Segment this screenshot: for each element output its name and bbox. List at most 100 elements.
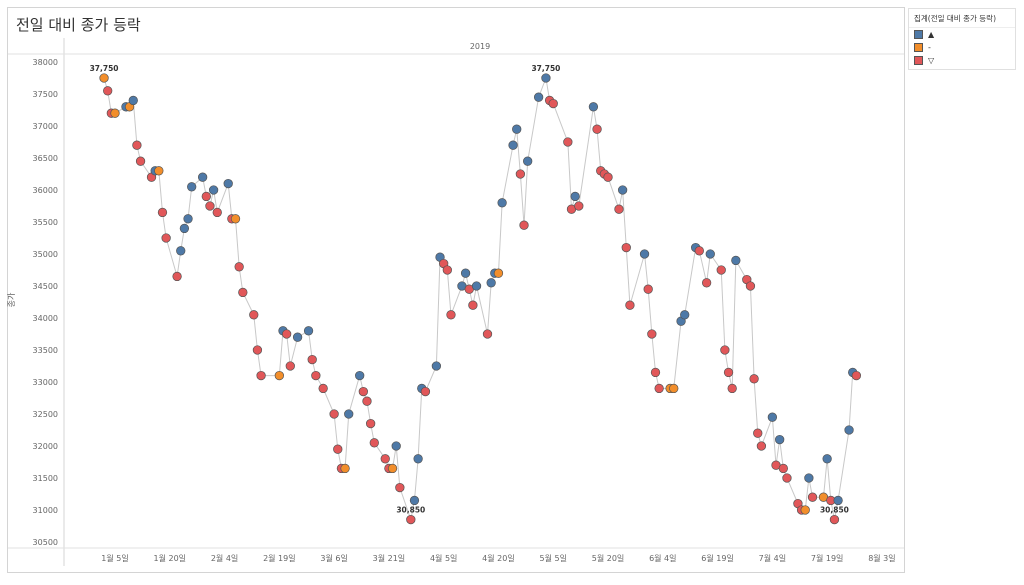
data-point-down[interactable] <box>643 284 653 294</box>
data-point-up[interactable] <box>588 102 599 112</box>
data-point-down[interactable] <box>238 287 248 298</box>
data-point-same[interactable] <box>154 166 164 176</box>
data-point-same[interactable] <box>230 214 241 224</box>
data-point-up[interactable] <box>523 156 533 166</box>
data-point-up[interactable] <box>570 191 580 202</box>
data-point-down[interactable] <box>395 482 405 493</box>
data-point-down[interactable] <box>723 367 734 378</box>
data-point-down[interactable] <box>358 386 368 397</box>
data-point-down[interactable] <box>307 354 317 365</box>
data-point-up[interactable] <box>541 73 551 83</box>
data-point-down[interactable] <box>135 156 146 166</box>
data-point-same[interactable] <box>274 370 284 381</box>
data-point-up[interactable] <box>497 198 507 208</box>
data-point-down[interactable] <box>362 396 372 406</box>
data-point-down[interactable] <box>318 383 328 394</box>
data-point-down[interactable] <box>311 370 321 381</box>
legend-item-same[interactable]: - <box>909 41 1015 54</box>
data-point-down[interactable] <box>592 124 602 134</box>
data-point-up[interactable] <box>705 249 715 259</box>
data-point-down[interactable] <box>603 172 613 182</box>
data-point-down[interactable] <box>782 473 792 483</box>
data-point-up[interactable] <box>391 441 401 451</box>
data-point-up[interactable] <box>508 140 518 150</box>
data-point-down[interactable] <box>420 386 431 397</box>
data-point-down[interactable] <box>807 492 818 502</box>
data-point-up[interactable] <box>344 409 354 419</box>
data-point-same[interactable] <box>99 73 109 83</box>
data-point-up[interactable] <box>617 185 628 195</box>
data-point-down[interactable] <box>205 201 215 211</box>
data-point-up[interactable] <box>187 182 197 192</box>
data-point-up[interactable] <box>197 172 208 182</box>
data-point-down[interactable] <box>252 345 263 355</box>
data-point-down[interactable] <box>201 191 211 202</box>
data-point-same[interactable] <box>110 108 120 118</box>
data-point-down[interactable] <box>625 300 635 310</box>
data-point-up[interactable] <box>533 92 544 102</box>
data-point-down[interactable] <box>614 204 624 214</box>
data-point-down[interactable] <box>406 514 416 525</box>
data-point-up[interactable] <box>413 454 423 464</box>
data-point-down[interactable] <box>519 220 529 230</box>
data-point-up[interactable] <box>183 214 193 224</box>
data-point-down[interactable] <box>694 246 704 256</box>
data-point-down[interactable] <box>756 441 767 451</box>
data-point-down[interactable] <box>161 233 171 243</box>
data-point-up[interactable] <box>128 95 138 106</box>
data-point-down[interactable] <box>745 281 756 291</box>
data-point-down[interactable] <box>442 265 452 275</box>
data-point-down[interactable] <box>851 370 862 381</box>
data-point-same[interactable] <box>800 505 810 515</box>
data-point-up[interactable] <box>680 310 690 320</box>
data-point-down[interactable] <box>778 463 788 474</box>
data-point-up[interactable] <box>804 473 814 483</box>
data-point-up[interactable] <box>822 454 832 464</box>
data-point-up[interactable] <box>775 434 785 445</box>
data-point-down[interactable] <box>103 86 113 96</box>
data-point-down[interactable] <box>716 265 726 275</box>
data-point-down[interactable] <box>515 169 526 179</box>
data-point-up[interactable] <box>731 255 741 266</box>
data-point-down[interactable] <box>829 514 840 525</box>
data-point-down[interactable] <box>157 207 168 218</box>
data-point-down[interactable] <box>446 310 456 320</box>
data-point-up[interactable] <box>431 361 442 371</box>
data-point-down[interactable] <box>720 345 730 355</box>
data-point-down[interactable] <box>285 361 295 371</box>
data-point-same[interactable] <box>493 268 504 278</box>
legend-item-down[interactable]: ▽ <box>909 54 1015 67</box>
data-point-same[interactable] <box>669 383 679 394</box>
data-point-up[interactable] <box>223 178 233 189</box>
data-point-up[interactable] <box>486 278 496 288</box>
data-point-same[interactable] <box>387 463 398 474</box>
data-point-up[interactable] <box>460 268 471 278</box>
legend-item-up[interactable]: ▲ <box>909 28 1015 41</box>
data-point-up[interactable] <box>471 281 482 291</box>
data-point-down[interactable] <box>753 428 763 438</box>
data-point-up[interactable] <box>512 124 522 134</box>
data-point-up[interactable] <box>409 495 420 506</box>
data-point-down[interactable] <box>172 271 182 282</box>
data-point-up[interactable] <box>292 332 303 342</box>
data-point-down[interactable] <box>727 383 737 394</box>
data-point-down[interactable] <box>249 310 259 320</box>
data-point-down[interactable] <box>329 409 339 419</box>
data-point-down[interactable] <box>365 418 376 429</box>
data-point-up[interactable] <box>303 326 314 336</box>
data-point-up[interactable] <box>639 249 650 259</box>
data-point-down[interactable] <box>380 454 390 464</box>
data-point-down[interactable] <box>468 300 478 310</box>
data-point-down[interactable] <box>548 98 558 109</box>
data-point-up[interactable] <box>844 425 854 435</box>
data-point-same[interactable] <box>340 463 350 474</box>
data-point-down[interactable] <box>482 329 493 339</box>
data-point-down[interactable] <box>212 207 222 218</box>
data-point-down[interactable] <box>574 201 584 211</box>
data-point-down[interactable] <box>621 242 631 253</box>
data-point-up[interactable] <box>176 246 186 256</box>
data-point-down[interactable] <box>749 374 759 384</box>
data-point-down[interactable] <box>654 383 664 394</box>
data-point-down[interactable] <box>647 329 657 339</box>
data-point-down[interactable] <box>132 140 142 150</box>
